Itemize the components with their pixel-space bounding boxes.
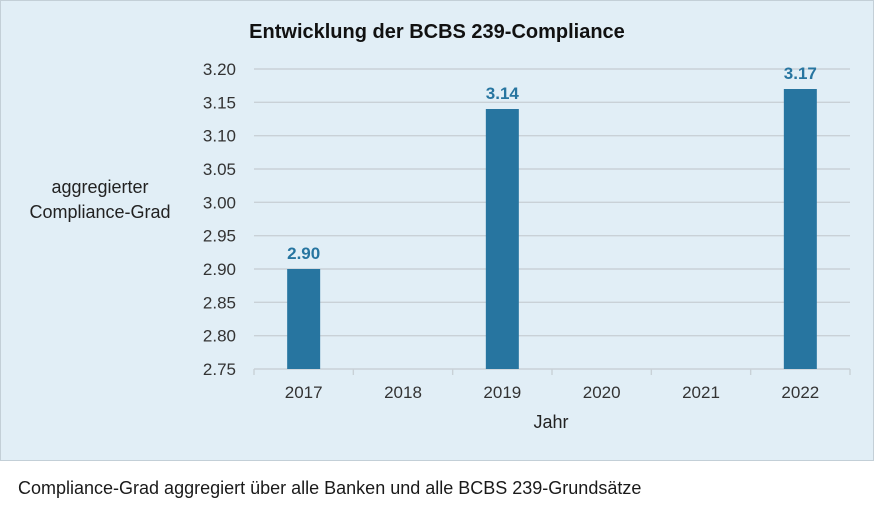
- x-tick-label: 2018: [384, 383, 422, 402]
- bar-2019: [485, 109, 519, 369]
- x-tick-label: 2017: [285, 383, 323, 402]
- figure-caption: Compliance-Grad aggregiert über alle Ban…: [18, 478, 642, 498]
- y-tick-label: 2.90: [203, 260, 236, 279]
- x-tick-label: 2019: [483, 383, 521, 402]
- y-tick-label: 3.15: [203, 93, 236, 112]
- y-tick-label: 2.75: [203, 360, 236, 379]
- y-tick-label: 2.80: [203, 327, 236, 346]
- grid-lines: [253, 68, 851, 375]
- y-tick-label: 3.05: [203, 160, 236, 179]
- x-tick-label: 2021: [682, 383, 720, 402]
- y-tick-label: 3.20: [203, 60, 236, 79]
- chart-title: Entwicklung der BCBS 239-Compliance: [249, 21, 625, 43]
- x-axis-ticks: 2017 2018 2019 2020 2021 2022: [285, 383, 819, 402]
- data-label-2019: 3.14: [486, 84, 520, 103]
- y-tick-label: 3.00: [203, 193, 236, 212]
- x-tick-label: 2020: [583, 383, 621, 402]
- data-label-2017: 2.90: [287, 244, 320, 263]
- y-axis-label-line-1: aggregierter: [51, 177, 148, 197]
- y-tick-label: 2.85: [203, 293, 236, 312]
- bar-2022: [783, 89, 817, 369]
- x-axis-label: Jahr: [533, 412, 568, 432]
- x-tick-label: 2022: [781, 383, 819, 402]
- chart-panel: [0, 0, 874, 461]
- bar-chart: Entwicklung der BCBS 239-Compliance 2.75…: [29, 21, 851, 432]
- data-label-2022: 3.17: [784, 64, 817, 83]
- bars: 2.90 3.14 3.17: [287, 64, 817, 369]
- y-tick-label: 3.10: [203, 127, 236, 146]
- y-axis-label-line-2: Compliance-Grad: [29, 202, 170, 222]
- bar-2017: [287, 269, 321, 369]
- y-axis-ticks: 2.75 2.80 2.85 2.90 2.95 3.00 3.05 3.10 3.15 3.20: [203, 60, 236, 379]
- y-tick-label: 2.95: [203, 227, 236, 246]
